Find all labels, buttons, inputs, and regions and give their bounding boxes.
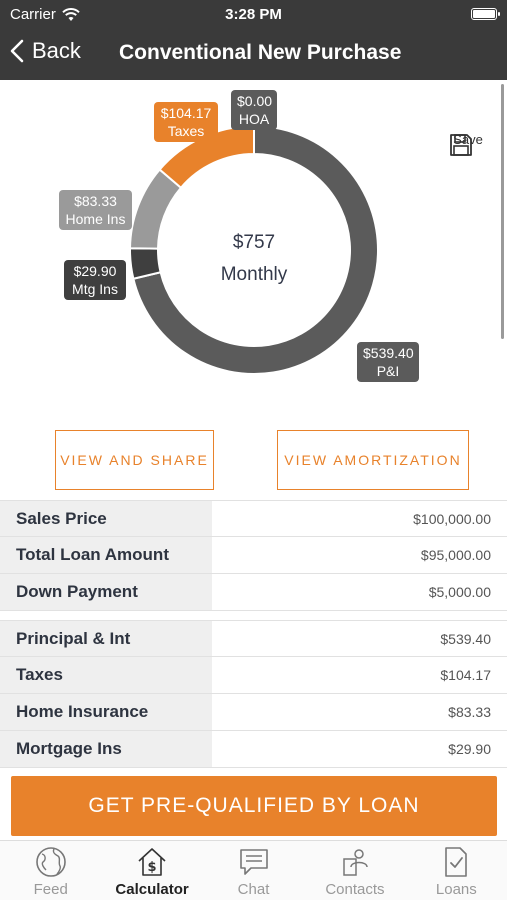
tab-bar: Feed $ Calculator Chat Contacts Loans bbox=[0, 840, 507, 900]
taxes-amount: $104.17 bbox=[160, 105, 212, 121]
row-label: Home Insurance bbox=[0, 694, 212, 730]
payment-chart: $757 Monthly $104.17 Taxes $0.00 HOA $83… bbox=[0, 80, 507, 420]
back-label: Back bbox=[32, 38, 81, 63]
tab-chat[interactable]: Chat bbox=[203, 841, 304, 900]
page-title: Conventional New Purchase bbox=[119, 41, 402, 64]
slice-taxes bbox=[158, 124, 255, 190]
row-label: Total Loan Amount bbox=[0, 537, 212, 573]
row-value: $83.33 bbox=[448, 704, 491, 720]
svg-text:$: $ bbox=[148, 860, 157, 875]
loan-summary-table: Sales Price $100,000.00 Total Loan Amoun… bbox=[0, 500, 507, 611]
table-row: Total Loan Amount $95,000.00 bbox=[0, 537, 507, 574]
taxes-name: Taxes bbox=[167, 123, 205, 139]
taxes-slice-label: $104.17 Taxes bbox=[154, 102, 218, 142]
table-row: Taxes $104.17 bbox=[0, 657, 507, 694]
monthly-amount: $757 bbox=[232, 232, 276, 253]
pi-name: P&I bbox=[376, 363, 400, 379]
tab-label: Feed bbox=[33, 881, 68, 898]
pi-slice-label: $539.40 P&I bbox=[357, 342, 419, 382]
chat-icon bbox=[239, 849, 268, 875]
row-value: $29.90 bbox=[448, 741, 491, 757]
mtg-ins-name: Mtg Ins bbox=[72, 281, 118, 297]
top-bar: Carrier 3:28 PM Back Conventional New Pu… bbox=[0, 0, 507, 80]
tab-loans[interactable]: Loans bbox=[406, 841, 507, 900]
row-label: Sales Price bbox=[0, 501, 212, 536]
row-value: $5,000.00 bbox=[428, 584, 491, 600]
row-label: Mortgage Ins bbox=[0, 731, 212, 767]
home-ins-name: Home Ins bbox=[65, 211, 126, 227]
house-dollar-icon: $ bbox=[138, 848, 166, 876]
tab-label: Calculator bbox=[115, 881, 189, 898]
row-value: $539.40 bbox=[440, 630, 491, 647]
row-value: $95,000.00 bbox=[420, 547, 491, 563]
table-row: Down Payment $5,000.00 bbox=[0, 574, 507, 611]
view-amortization-button[interactable]: VIEW AMORTIZATION bbox=[277, 430, 469, 490]
view-and-share-button[interactable]: VIEW AND SHARE bbox=[55, 430, 214, 490]
monthly-label: Monthly bbox=[220, 264, 288, 285]
mtg-ins-amount: $29.90 bbox=[73, 263, 117, 279]
floppy-disk-icon bbox=[450, 134, 472, 156]
scrollbar[interactable] bbox=[501, 84, 504, 339]
contacts-icon bbox=[343, 849, 368, 876]
hoa-name: HOA bbox=[238, 111, 270, 127]
row-label: Principal & Int bbox=[0, 621, 212, 656]
slice-mtg-ins bbox=[129, 247, 162, 280]
table-row: Principal & Int $539.40 bbox=[0, 620, 507, 657]
carrier-label: Carrier bbox=[10, 6, 56, 23]
slice-p-i bbox=[132, 124, 379, 375]
carrier-info: Carrier bbox=[10, 6, 80, 23]
home-ins-slice-label: $83.33 Home Ins bbox=[59, 190, 132, 230]
battery-icon bbox=[471, 8, 500, 20]
tab-feed[interactable]: Feed bbox=[0, 841, 101, 900]
status-bar: Carrier 3:28 PM bbox=[0, 0, 507, 30]
hoa-slice-label: $0.00 HOA bbox=[231, 90, 277, 130]
row-value: $104.17 bbox=[440, 667, 491, 683]
save-button[interactable]: Save bbox=[448, 132, 488, 156]
pi-amount: $539.40 bbox=[363, 345, 414, 361]
tab-label: Chat bbox=[237, 881, 270, 898]
navigation-bar: Back Conventional New Purchase bbox=[0, 30, 507, 80]
hoa-amount: $0.00 bbox=[237, 93, 273, 109]
get-pre-qualified-button[interactable]: GET PRE-QUALIFIED BY LOAN bbox=[11, 776, 497, 836]
table-row: Home Insurance $83.33 bbox=[0, 694, 507, 731]
globe-icon bbox=[35, 847, 66, 877]
back-button[interactable]: Back bbox=[10, 38, 81, 64]
donut-chart bbox=[128, 124, 379, 375]
tab-contacts[interactable]: Contacts bbox=[304, 841, 405, 900]
document-check-icon bbox=[445, 847, 468, 877]
row-value: $100,000.00 bbox=[413, 510, 491, 527]
tab-calculator[interactable]: $ Calculator bbox=[101, 841, 202, 900]
tab-label: Contacts bbox=[325, 881, 385, 898]
tab-label: Loans bbox=[435, 881, 477, 898]
mtg-ins-slice-label: $29.90 Mtg Ins bbox=[64, 260, 126, 300]
home-ins-amount: $83.33 bbox=[74, 193, 117, 209]
table-row: Mortgage Ins $29.90 bbox=[0, 731, 507, 768]
clock: 3:28 PM bbox=[225, 6, 282, 23]
table-row: Sales Price $100,000.00 bbox=[0, 500, 507, 537]
row-label: Taxes bbox=[0, 657, 212, 693]
wifi-icon bbox=[62, 7, 80, 21]
row-label: Down Payment bbox=[0, 574, 212, 610]
chevron-left-icon bbox=[10, 39, 24, 63]
payment-breakdown-table: Principal & Int $539.40 Taxes $104.17 Ho… bbox=[0, 620, 507, 768]
